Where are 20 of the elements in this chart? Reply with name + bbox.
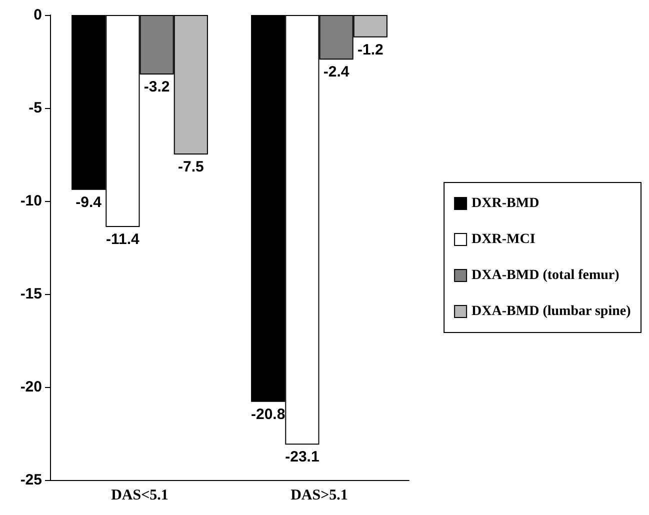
data-label: -7.5 <box>178 158 204 176</box>
legend-label: DXR-BMD <box>472 196 540 211</box>
data-label: -3.2 <box>144 78 170 96</box>
data-label: -2.4 <box>323 64 350 81</box>
data-label: -20.8 <box>250 406 286 423</box>
legend-label: DXA-BMD (lumbar spine) <box>472 304 632 319</box>
y-tick-label: -15 <box>20 286 42 302</box>
legend-label: DXA-BMD (total femur) <box>472 268 620 283</box>
y-tick-label: 0 <box>34 6 42 24</box>
data-label: -1.2 <box>357 41 384 58</box>
legend-label: DXR-MCI <box>472 232 536 247</box>
x-tick-label: DAS<5.1 <box>111 488 168 504</box>
data-label: -9.4 <box>76 194 102 211</box>
y-tick-label: -20 <box>20 378 42 396</box>
data-label: -11.4 <box>106 231 140 248</box>
x-tick-label: DAS>5.1 <box>290 488 348 504</box>
data-label: -23.1 <box>285 448 320 466</box>
y-tick-label: -10 <box>20 192 42 210</box>
y-tick-label: -5 <box>28 100 42 116</box>
y-tick-label: -25 <box>20 472 42 488</box>
